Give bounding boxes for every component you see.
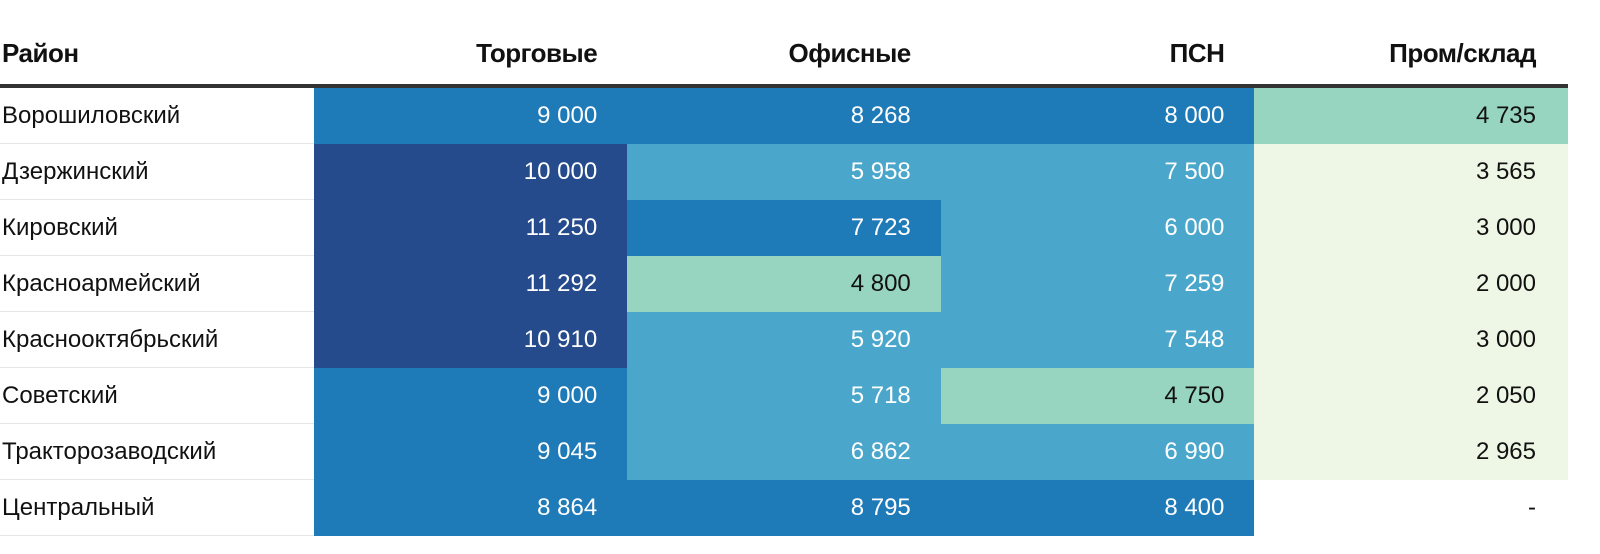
heatmap-cell-industrial: 2 050 bbox=[1254, 367, 1568, 424]
header-psn[interactable]: ПСН bbox=[1169, 37, 1225, 68]
header-district[interactable]: Район bbox=[2, 37, 79, 68]
district-name: Ворошиловский bbox=[0, 86, 314, 144]
heatmap-cell-psn: 6 000 bbox=[940, 199, 1255, 256]
district-name: Советский bbox=[0, 367, 314, 424]
heatmap-cell-psn: 7 500 bbox=[940, 143, 1255, 200]
heatmap-cell-psn: 8 400 bbox=[940, 479, 1255, 536]
heatmap-cell-office: 7 723 bbox=[627, 199, 941, 256]
heatmap-cell-industrial: 2 000 bbox=[1254, 255, 1568, 312]
table-row: Ворошиловский 9 000 8 268 8 000 4 735 bbox=[0, 86, 1568, 144]
heatmap-cell-psn: 4 750 bbox=[940, 367, 1255, 424]
heatmap-cell-office: 8 795 bbox=[627, 479, 941, 536]
district-name: Тракторозаводский bbox=[0, 423, 314, 480]
heatmap-cell-psn: 6 990 bbox=[940, 423, 1255, 480]
table-row: Красноармейский 11 292 4 800 7 259 2 000 bbox=[0, 255, 1568, 312]
heatmap-table: Район Торговые Офисные ПСН Пром/склад Во… bbox=[0, 22, 1568, 536]
heatmap-cell-industrial: 3 565 bbox=[1254, 143, 1568, 200]
table-row: Тракторозаводский 9 045 6 862 6 990 2 965 bbox=[0, 423, 1568, 480]
district-name: Центральный bbox=[0, 479, 314, 536]
heatmap-cell-office: 5 958 bbox=[627, 143, 941, 200]
table-row: Дзержинский 10 000 5 958 7 500 3 565 bbox=[0, 143, 1568, 200]
heatmap-cell-retail: 11 292 bbox=[313, 255, 628, 312]
district-name: Дзержинский bbox=[0, 143, 314, 200]
table-row: Советский 9 000 5 718 4 750 2 050 bbox=[0, 367, 1568, 424]
heatmap-cell-industrial: 2 965 bbox=[1254, 423, 1568, 480]
heatmap-cell-office: 8 268 bbox=[627, 86, 941, 144]
district-name: Кировский bbox=[0, 199, 314, 256]
heatmap-cell-psn: 8 000 bbox=[940, 86, 1255, 144]
heatmap-cell-office: 5 920 bbox=[627, 311, 941, 368]
heatmap-cell-office: 6 862 bbox=[627, 423, 941, 480]
table-row: Центральный 8 864 8 795 8 400- bbox=[0, 479, 1568, 536]
table-body: Ворошиловский 9 000 8 268 8 000 4 735 Дзержин… bbox=[0, 86, 1568, 536]
heatmap-cell-retail: 9 000 bbox=[313, 367, 628, 424]
heatmap-cell-office: 4 800 bbox=[627, 255, 941, 312]
header-office[interactable]: Офисные bbox=[788, 37, 911, 68]
district-name: Красноармейский bbox=[0, 255, 314, 312]
heatmap-cell-retail: 9 045 bbox=[313, 423, 628, 480]
heatmap-cell-retail: 10 000 bbox=[313, 143, 628, 200]
table-row: Краснооктябрьский 10 910 5 920 7 548 3 000 bbox=[0, 311, 1568, 368]
heatmap-cell-industrial: 3 000 bbox=[1254, 199, 1568, 256]
heatmap-cell-office: 5 718 bbox=[627, 367, 941, 424]
heatmap-cell-retail: 11 250 bbox=[313, 199, 628, 256]
heatmap-cell-industrial: 3 000 bbox=[1254, 311, 1568, 368]
district-name: Краснооктябрьский bbox=[0, 311, 314, 368]
heatmap-cell-psn: 7 548 bbox=[940, 311, 1255, 368]
heatmap-cell-industrial: 4 735 bbox=[1254, 86, 1568, 144]
table-row: Кировский 11 250 7 723 6 000 3 000 bbox=[0, 199, 1568, 256]
header-retail[interactable]: Торговые bbox=[476, 37, 598, 68]
heatmap-cell-retail: 9 000 bbox=[313, 86, 628, 144]
header-industrial[interactable]: Пром/склад bbox=[1389, 37, 1536, 68]
header-row: Район Торговые Офисные ПСН Пром/склад bbox=[0, 22, 1568, 86]
heatmap-cell-retail: 10 910 bbox=[313, 311, 628, 368]
heatmap-cell-psn: 7 259 bbox=[940, 255, 1255, 312]
heatmap-cell-industrial: - bbox=[1254, 479, 1568, 536]
heatmap-cell-retail: 8 864 bbox=[313, 479, 628, 536]
